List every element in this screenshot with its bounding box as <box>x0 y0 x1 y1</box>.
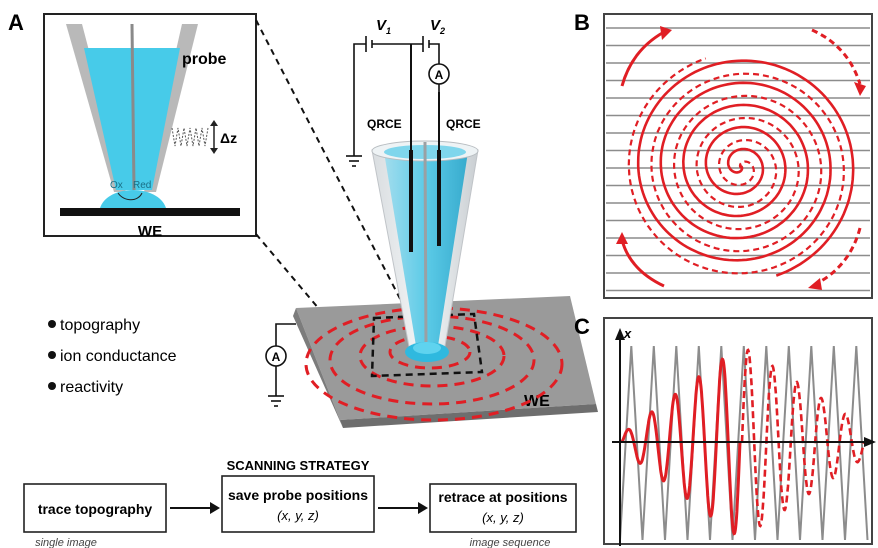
raster-lines <box>606 27 870 292</box>
step-caption: image sequence <box>470 537 551 548</box>
scanning-strategy: SCANNING STRATEGY trace topography singl… <box>23 458 577 548</box>
qrce-left-label: QRCE <box>367 117 402 131</box>
ammeter-left-label: A <box>272 350 281 364</box>
step-box-trace <box>23 483 167 533</box>
v2-label: V2 <box>430 17 445 36</box>
bullet-item: ion conductance <box>60 348 177 365</box>
svg-text:(x, y, z): (x, y, z) <box>277 508 319 523</box>
inset-oscillation <box>171 127 209 147</box>
inset-probe-label: probe <box>182 51 227 68</box>
zoom-line-lower <box>255 233 373 373</box>
inset-redox-arrow <box>117 192 143 201</box>
bullet-item: reactivity <box>60 379 123 396</box>
panel-c-plot: x <box>603 317 876 546</box>
panel-label-c: C <box>574 314 590 339</box>
svg-text:retrace at positions: retrace at positions <box>438 489 567 505</box>
spiral-trace <box>636 59 855 277</box>
ammeter-top: A <box>428 63 450 85</box>
zoom-line-upper <box>255 19 411 319</box>
feature-list: topography ion conductance reactivity <box>48 317 177 396</box>
spiral-arrow-top-left <box>620 30 665 87</box>
bullet-item: topography <box>60 317 140 334</box>
bias-circuit <box>346 36 440 167</box>
probe-assembly <box>371 140 479 362</box>
inset-delta-z-label: Δz <box>220 130 237 146</box>
panel-label-b: B <box>574 10 590 35</box>
svg-text:save probe positions: save probe positions <box>228 487 368 503</box>
step-box-save <box>221 475 375 533</box>
spiral-arrow-bottom-left <box>620 239 665 288</box>
v1-label: V1 <box>376 17 391 36</box>
inset-red-label: Red <box>133 180 151 191</box>
inset-meniscus <box>100 190 166 208</box>
axis-x-label: x <box>623 326 632 341</box>
inset-we-label: WE <box>138 223 162 240</box>
step-caption: single image <box>35 537 97 548</box>
svg-text:(x, y, z): (x, y, z) <box>482 510 524 525</box>
surface-we-label: WE <box>524 393 550 410</box>
inset-we-plate <box>60 208 240 216</box>
svg-text:A: A <box>435 68 444 82</box>
qrce-right-label: QRCE <box>446 117 481 131</box>
svg-text:trace topography: trace topography <box>38 501 153 517</box>
ammeter-left <box>265 323 296 407</box>
strategy-title: SCANNING STRATEGY <box>227 458 370 473</box>
inset-septum <box>130 23 136 191</box>
inset-box: WE probe Ox Red Δz <box>43 13 257 240</box>
inset-ox-label: Ox <box>110 180 123 191</box>
spiral-retrace <box>627 57 845 275</box>
panel-label-a: A <box>8 10 24 35</box>
panel-b-scan <box>603 13 873 299</box>
step-box-retrace <box>429 483 577 533</box>
